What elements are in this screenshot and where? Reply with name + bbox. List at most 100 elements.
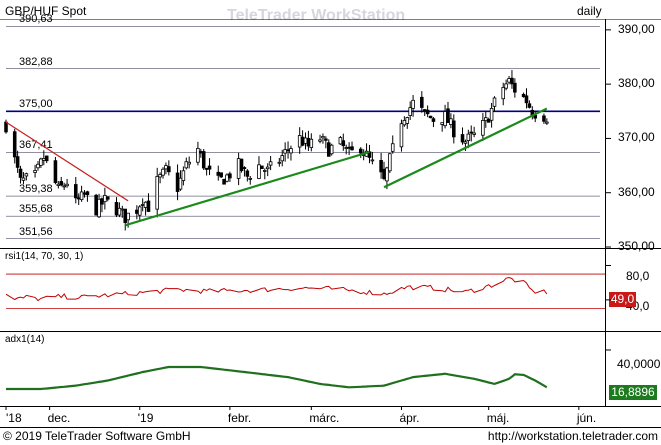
candle <box>338 137 343 145</box>
candle <box>481 119 485 136</box>
candle <box>94 194 98 216</box>
candle <box>120 208 125 211</box>
candle <box>76 197 81 200</box>
candle <box>268 161 273 166</box>
candle <box>422 109 427 112</box>
candle <box>510 77 514 85</box>
candle <box>283 149 287 154</box>
candle <box>289 148 293 154</box>
candle <box>225 174 229 182</box>
candle <box>82 192 87 195</box>
x-axis-label: márc. <box>309 411 340 425</box>
candle <box>140 204 145 206</box>
source-url[interactable]: http://workstation.teletrader.com <box>487 429 658 443</box>
candle <box>201 151 206 169</box>
candle <box>358 148 363 154</box>
candle <box>248 177 253 180</box>
candles <box>4 70 549 231</box>
candle <box>178 177 183 190</box>
x-axis-label: febr. <box>227 411 252 425</box>
candle <box>405 117 410 124</box>
candle <box>382 168 386 180</box>
candle <box>527 103 532 108</box>
candle <box>367 151 372 158</box>
rsi-line <box>5 276 548 302</box>
candle <box>36 163 40 169</box>
candle <box>524 95 529 104</box>
candle <box>449 118 453 125</box>
candle <box>53 160 58 184</box>
candle <box>184 161 189 169</box>
candle <box>146 200 151 212</box>
candle <box>59 181 64 186</box>
candle <box>97 198 101 218</box>
candle <box>513 82 517 93</box>
candle <box>260 165 264 170</box>
candle <box>277 161 282 164</box>
trendline <box>383 107 548 189</box>
interval-label[interactable]: daily <box>577 4 602 18</box>
candle <box>408 107 412 116</box>
y-tick-label: 360,00 <box>618 184 655 199</box>
candle <box>341 140 346 147</box>
candle <box>344 147 348 149</box>
candle <box>306 137 311 147</box>
candle <box>446 108 450 124</box>
candle <box>466 133 471 141</box>
indicator-lines <box>5 276 548 391</box>
candle <box>486 119 491 123</box>
candle <box>175 172 180 192</box>
adx-label[interactable]: adx1(14) <box>5 334 45 345</box>
candle <box>62 185 66 188</box>
candle <box>257 164 261 179</box>
candle <box>324 138 328 141</box>
candle <box>425 109 430 115</box>
candle <box>167 166 171 173</box>
y-tick-label: 370,00 <box>618 130 655 145</box>
level-label: 351,56 <box>19 225 53 238</box>
candle <box>199 151 203 154</box>
y-tick-label: 390,00 <box>618 21 655 36</box>
candle <box>329 144 334 155</box>
candle <box>24 173 29 177</box>
candle <box>385 167 389 182</box>
x-axis-label: '19 <box>137 411 154 425</box>
level-label: 355,68 <box>19 203 53 216</box>
candle <box>489 107 494 121</box>
rsi-last-value-badge: 49,0 <box>609 292 636 307</box>
candle <box>117 207 122 216</box>
candle <box>431 118 436 122</box>
candle <box>219 172 223 178</box>
candle <box>501 87 506 100</box>
candle <box>207 165 212 170</box>
level-label: 375,00 <box>19 98 53 111</box>
candle <box>114 202 119 216</box>
candle <box>326 142 331 157</box>
candle <box>135 209 139 214</box>
grid <box>5 29 611 410</box>
x-axis-label: ápr. <box>399 411 420 425</box>
candle <box>309 138 314 148</box>
candle <box>347 146 351 149</box>
candle <box>239 158 244 172</box>
candle <box>236 158 241 179</box>
trendline <box>5 121 129 202</box>
candle <box>103 195 107 203</box>
y-tick-label: 380,00 <box>618 76 655 91</box>
candle <box>472 132 476 135</box>
x-axis-label: dec. <box>47 411 71 425</box>
candle <box>181 170 186 181</box>
level-label: 382,88 <box>19 55 53 68</box>
candle <box>222 179 226 185</box>
candle <box>507 78 511 83</box>
rsi-label[interactable]: rsi1(14, 70, 30, 1) <box>5 251 84 262</box>
candle <box>452 120 456 138</box>
frames <box>0 19 661 428</box>
candle <box>228 173 232 179</box>
candle <box>161 168 165 176</box>
candle <box>216 171 221 176</box>
candle <box>303 137 308 144</box>
candle <box>204 168 209 170</box>
candle <box>85 191 90 196</box>
